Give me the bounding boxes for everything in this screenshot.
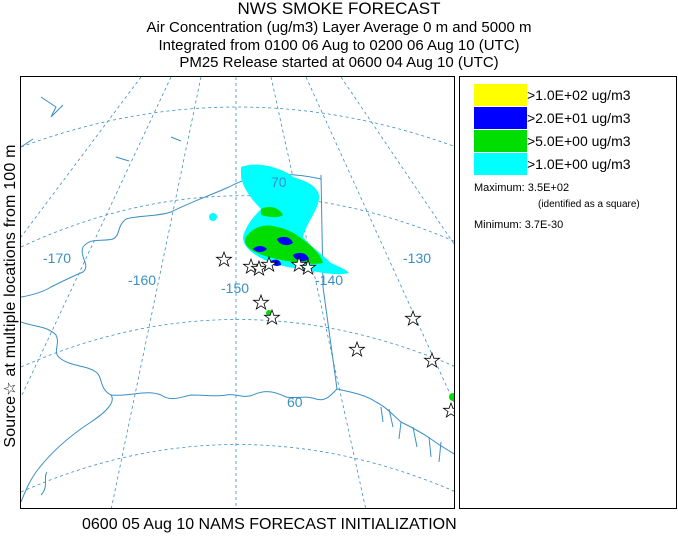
source-star	[348, 340, 366, 357]
source-star	[252, 293, 270, 310]
legend-swatch-blue	[474, 107, 527, 129]
model-initialization: 0600 05 Aug 10 NAMS FORECAST INITIALIZAT…	[82, 516, 457, 533]
source-side-label-text: Source☆ at multiple locations from 100 m	[2, 144, 19, 448]
coastline	[21, 96, 454, 503]
lon-label-160: -160	[128, 272, 156, 288]
lon-label-150: -150	[221, 280, 249, 296]
source-star	[290, 255, 308, 272]
maximum-value: Maximum: 3.5E+02	[474, 182, 570, 194]
concentration-subtitle: Air Concentration (ug/m3) Layer Average …	[146, 19, 532, 36]
source-star	[442, 401, 454, 418]
legend-label: >1.0E+02 ug/m3	[527, 87, 631, 103]
source-star	[260, 255, 278, 272]
lat-label-60: 60	[287, 394, 303, 410]
legend-swatch-yellow	[474, 84, 527, 106]
plume-blue-3	[293, 252, 309, 262]
maximum-note: (identified as a square)	[538, 199, 640, 210]
legend-label: >1.0E+00 ug/m3	[527, 156, 631, 172]
map-canvas: -170 -160 -150 -140 -130 70 60	[21, 77, 454, 508]
plume-spot-3	[449, 393, 454, 401]
legend-item-5: >5.0E+00 ug/m3	[474, 130, 674, 152]
legend-swatch-green	[474, 130, 527, 152]
plume-green-north	[261, 207, 283, 218]
legend-item-20: >2.0E+01 ug/m3	[474, 107, 674, 129]
lon-label-130: -130	[403, 250, 431, 266]
legend-label: >2.0E+01 ug/m3	[527, 110, 631, 126]
legend-swatch-cyan	[474, 153, 527, 175]
source-star	[215, 250, 233, 267]
legend-item-100: >1.0E+02 ug/m3	[474, 84, 674, 106]
lat-label-70: 70	[271, 174, 287, 190]
lon-label-170: -170	[43, 250, 71, 266]
integration-period: Integrated from 0100 06 Aug to 0200 06 A…	[158, 37, 520, 54]
source-locations	[215, 250, 454, 418]
source-star	[423, 351, 441, 368]
source-star	[404, 309, 422, 326]
plume-blue-2	[277, 236, 293, 246]
source-side-label: Source☆ at multiple locations from 100 m	[0, 76, 20, 516]
source-star	[263, 308, 281, 325]
plume-blue-1	[253, 246, 267, 252]
graticule-meridians	[21, 77, 454, 508]
minimum-value: Minimum: 3.7E-30	[474, 219, 564, 231]
smoke-map: -170 -160 -150 -140 -130 70 60	[20, 76, 455, 509]
forecast-title: NWS SMOKE FORECAST	[237, 0, 441, 18]
graticule-parallels	[21, 106, 454, 493]
legend-item-1: >1.0E+00 ug/m3	[474, 153, 674, 175]
source-star	[299, 258, 317, 275]
plume-spot-1	[209, 213, 217, 221]
release-start: PM25 Release started at 0600 04 Aug 10 (…	[179, 54, 499, 71]
legend-panel: >1.0E+02 ug/m3 >2.0E+01 ug/m3 >5.0E+00 u…	[459, 76, 677, 509]
source-star	[250, 259, 268, 276]
legend-label: >5.0E+00 ug/m3	[527, 133, 631, 149]
lon-label-140: -140	[315, 272, 343, 288]
smoke-plume	[209, 164, 454, 401]
